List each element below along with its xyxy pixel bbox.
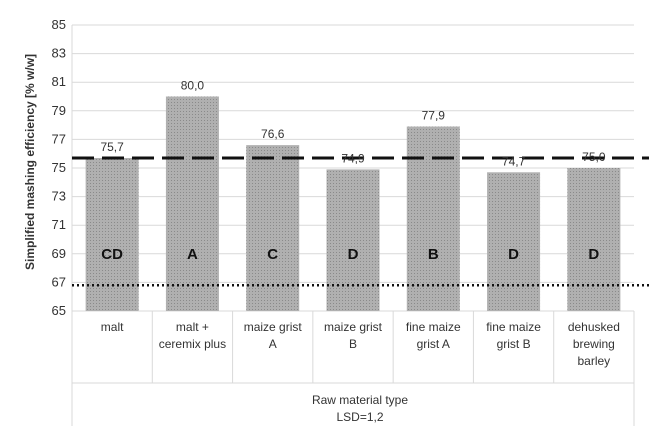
labels: 656769717375777981838575,7CDmalt80,0Amal… xyxy=(52,17,620,368)
group-letter: D xyxy=(588,246,599,263)
bar xyxy=(85,157,139,311)
x-category-label: fine maize xyxy=(406,320,461,334)
group-letter: CD xyxy=(101,246,123,263)
y-tick-label: 77 xyxy=(52,131,66,146)
x-category-label: ceremix plus xyxy=(159,337,226,351)
y-tick-label: 79 xyxy=(52,103,66,118)
x-category-label: brewing xyxy=(573,337,615,351)
group-letter: C xyxy=(267,246,278,263)
bar-value-label: 76,6 xyxy=(261,127,285,141)
bar-value-label: 75,7 xyxy=(100,140,124,154)
y-tick-label: 71 xyxy=(52,217,66,232)
x-axis-title: Raw material type xyxy=(312,393,408,407)
category-table xyxy=(71,25,635,426)
y-tick-label: 73 xyxy=(52,189,66,204)
x-category-label: barley xyxy=(578,354,611,368)
bar-value-label: 74,9 xyxy=(341,151,365,165)
x-category-label: malt + xyxy=(176,320,209,334)
bar-value-label: 74,7 xyxy=(502,154,526,168)
x-category-label: fine maize xyxy=(486,320,541,334)
bar-value-label: 75,0 xyxy=(582,150,606,164)
x-category-label: grist A xyxy=(417,337,450,351)
y-tick-label: 69 xyxy=(52,246,66,261)
y-tick-label: 85 xyxy=(52,17,66,32)
x-category-label: maize grist xyxy=(244,320,303,334)
group-letter: B xyxy=(428,246,439,263)
y-tick-label: 83 xyxy=(52,46,66,61)
group-letter: A xyxy=(187,246,198,263)
group-letter: D xyxy=(508,246,519,263)
bar-value-label: 80,0 xyxy=(181,79,205,93)
x-category-label: maize grist xyxy=(324,320,383,334)
x-category-label: malt xyxy=(101,320,124,334)
y-axis-title: Simplified mashing efficiency [% w/w] xyxy=(23,54,37,270)
x-category-label: grist B xyxy=(497,337,531,351)
x-category-label: A xyxy=(269,337,277,351)
reference-lines xyxy=(72,156,649,287)
y-tick-label: 67 xyxy=(52,274,66,289)
x-category-label: dehusked xyxy=(568,320,620,334)
bar xyxy=(165,96,219,311)
lsd-note: LSD=1,2 xyxy=(336,410,383,424)
y-tick-label: 65 xyxy=(52,303,66,318)
group-letter: D xyxy=(348,246,359,263)
bar xyxy=(406,126,460,311)
bar xyxy=(487,172,541,311)
bar-value-label: 77,9 xyxy=(422,109,446,123)
bar xyxy=(246,145,300,311)
bars xyxy=(85,96,621,311)
y-tick-label: 75 xyxy=(52,160,66,175)
y-tick-label: 81 xyxy=(52,74,66,89)
bar xyxy=(326,169,380,311)
bar xyxy=(567,168,621,311)
x-category-label: B xyxy=(349,337,357,351)
